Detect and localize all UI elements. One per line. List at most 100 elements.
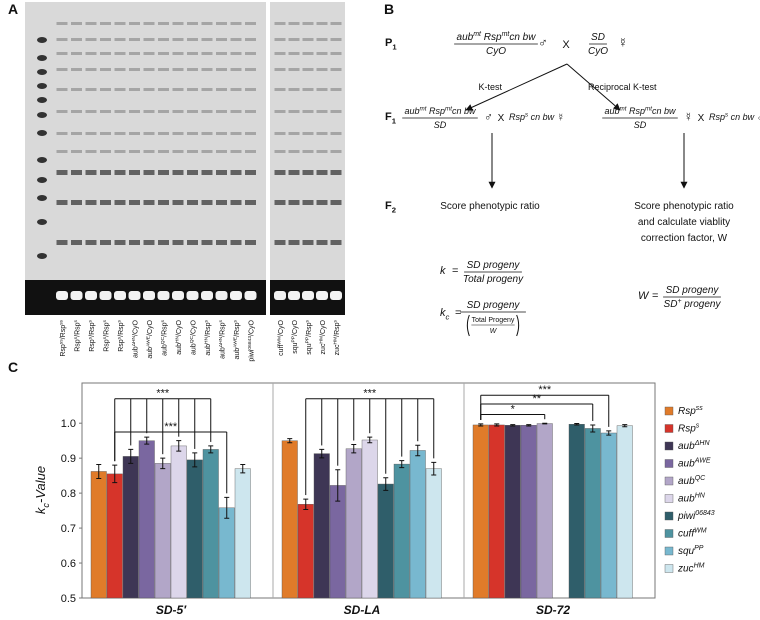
ladder-band <box>37 253 47 259</box>
text-segment: HN <box>174 335 180 343</box>
gel-band <box>316 22 328 25</box>
text-segment: /Rsp <box>118 322 125 337</box>
bar <box>584 428 601 599</box>
gel-band <box>114 68 126 71</box>
formula-lhs: W <box>638 290 650 302</box>
gel-band <box>316 240 328 245</box>
text-segment: AWE <box>145 335 151 347</box>
gel-band <box>316 170 328 175</box>
text-segment: cn bw <box>652 106 676 116</box>
significance-label: *** <box>156 388 170 400</box>
formula-lhs: k <box>440 265 446 277</box>
gel-band <box>158 132 169 135</box>
bar <box>90 471 107 599</box>
gel-band <box>245 110 256 113</box>
text-segment: CyO <box>486 46 506 57</box>
text-segment: ss <box>696 405 704 412</box>
text-segment: s <box>233 319 238 322</box>
legend-swatch <box>664 441 674 451</box>
gel-band <box>158 110 169 113</box>
text-segment: SD <box>666 285 680 296</box>
gel-band <box>100 150 111 153</box>
gel-band <box>230 150 242 153</box>
gel-band <box>245 88 256 91</box>
text-segment: zuc <box>677 564 694 575</box>
ladder-band <box>37 112 47 118</box>
gel-band <box>187 170 198 175</box>
x-tick-label: SD-72 <box>536 603 570 617</box>
gel-band <box>245 240 256 245</box>
lane-label: cuffWM/CyO <box>276 319 285 355</box>
ladder-band <box>37 97 47 103</box>
gel-band <box>71 52 82 55</box>
text-segment: cn bw <box>452 106 476 116</box>
text-segment: progeny <box>480 260 520 271</box>
gel-band <box>71 110 82 113</box>
text-segment: -Value <box>33 466 48 503</box>
bar <box>297 504 314 599</box>
text-segment: c <box>41 503 51 508</box>
text-segment: s <box>74 319 79 322</box>
gel-band <box>302 22 314 25</box>
bar <box>122 456 139 599</box>
error-bar <box>351 444 357 454</box>
gel-band <box>172 110 184 113</box>
fraction-denominator: SD+ progeny <box>664 298 722 310</box>
gel-band <box>172 22 184 25</box>
gel-band <box>201 88 213 91</box>
f2-step: and calculate viablity <box>638 217 730 228</box>
error-bar <box>622 424 628 428</box>
gel-band <box>316 38 328 41</box>
text-segment: AWE <box>694 458 711 465</box>
text-segment: mt <box>473 31 482 38</box>
text-segment: Total progeny <box>463 274 524 285</box>
gel-band <box>114 110 126 113</box>
text-segment: Rsp <box>104 339 111 352</box>
sex-symbol: ☿ <box>618 35 628 50</box>
y-axis-label: kc-Value <box>33 466 51 514</box>
legend-swatch <box>664 406 674 416</box>
gel-band <box>274 240 286 245</box>
fraction-numerator: aubmt Rspmtcn bw <box>457 31 537 43</box>
fraction-numerator: SD progeny <box>666 285 720 296</box>
text-segment: s <box>525 112 529 119</box>
panel-label: B <box>384 1 394 17</box>
text-segment: s <box>74 336 79 339</box>
gel-band <box>330 38 342 41</box>
error-bar <box>319 448 325 459</box>
legend-swatch <box>664 529 674 538</box>
ladder-band <box>37 37 47 43</box>
bar <box>345 448 362 599</box>
text-segment: cn bw <box>728 112 755 122</box>
gel-band <box>100 52 111 55</box>
gel-band <box>245 132 256 135</box>
gel-band <box>274 150 286 153</box>
gel-band <box>230 170 242 175</box>
panel-label: C <box>8 359 18 375</box>
gel-band <box>302 150 314 153</box>
error-bar <box>510 424 516 427</box>
bar <box>520 425 537 599</box>
gel-band <box>172 52 184 55</box>
gel-band <box>216 68 227 71</box>
gel-band <box>245 170 256 175</box>
bar <box>504 425 521 599</box>
gel-band <box>143 68 155 71</box>
gel-band <box>71 150 82 153</box>
legend-swatch <box>664 476 674 486</box>
gel-band <box>201 52 213 55</box>
gel-band <box>85 38 97 41</box>
text-segment: Rsp <box>427 106 446 116</box>
legend-label: aubAWE <box>678 458 711 470</box>
fraction-denominator: SD <box>634 120 647 130</box>
gel-band <box>288 240 300 245</box>
text-segment: PP <box>290 336 296 343</box>
bar <box>106 473 123 599</box>
gel-band <box>172 38 184 41</box>
text-segment: aub <box>604 106 619 116</box>
gel-band <box>71 22 82 25</box>
text-segment: cuff <box>678 529 695 540</box>
gel-band <box>302 88 314 91</box>
sex-symbol: ☿ <box>557 112 565 124</box>
bar <box>488 424 505 599</box>
